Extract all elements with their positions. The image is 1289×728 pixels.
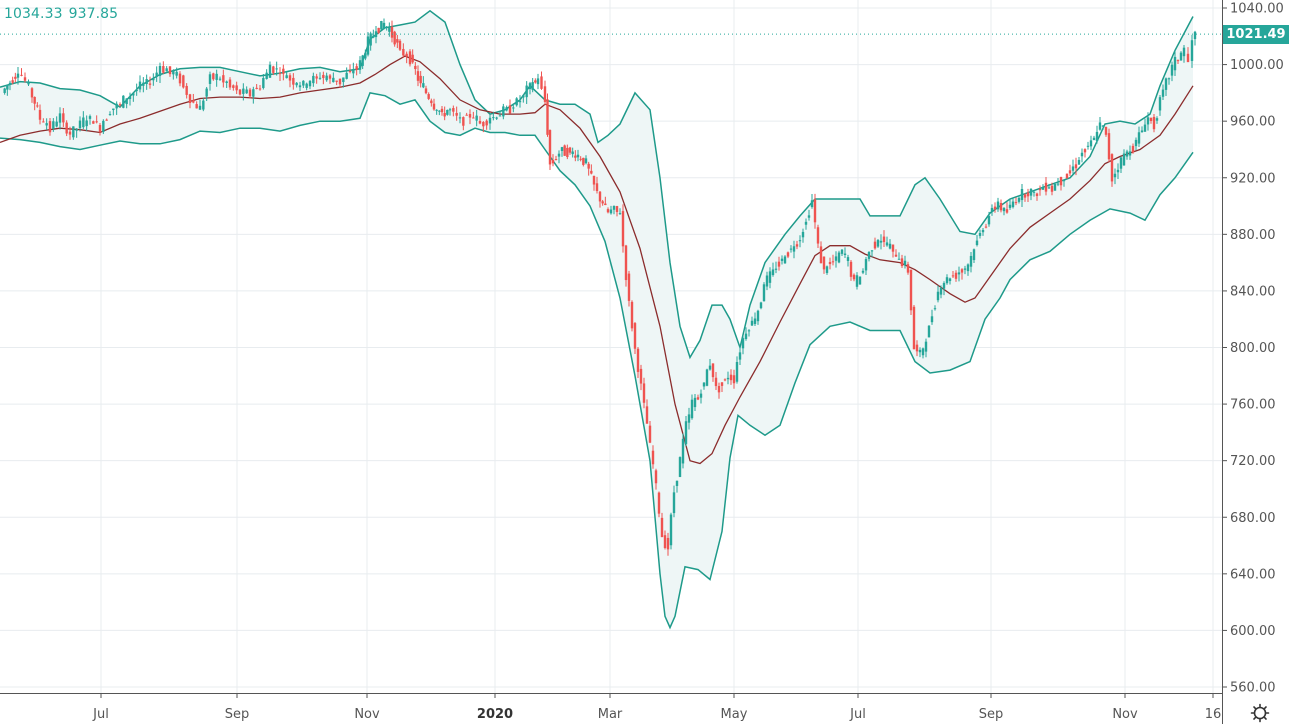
x-tick-label: Mar bbox=[598, 707, 623, 722]
basis-line bbox=[0, 55, 1194, 465]
x-tick-label: 16 bbox=[1205, 707, 1222, 722]
x-tick-label: May bbox=[721, 707, 748, 722]
y-tick-label: 800.00 bbox=[1230, 341, 1276, 356]
y-tick-label: 560.00 bbox=[1230, 681, 1276, 696]
y-tick-label: 840.00 bbox=[1230, 284, 1276, 299]
x-axis[interactable]: Jul Sep Nov 2020 Mar May Jul Sep Nov 16 bbox=[92, 693, 1221, 722]
y-axis[interactable]: 1040.00 1000.00 960.00 920.00 880.00 840.00 80… bbox=[1222, 2, 1284, 696]
y-tick-label: 720.00 bbox=[1230, 454, 1276, 469]
y-tick-label: 680.00 bbox=[1230, 511, 1276, 526]
y-tick-label: 760.00 bbox=[1230, 398, 1276, 413]
x-tick-label: Sep bbox=[979, 707, 1004, 722]
x-tick-label: Nov bbox=[1112, 707, 1138, 722]
x-tick-label: Sep bbox=[225, 707, 250, 722]
y-tick-label: 920.00 bbox=[1230, 171, 1276, 186]
bollinger-fill bbox=[0, 10, 1193, 628]
y-tick-label: 960.00 bbox=[1230, 115, 1276, 130]
chart-settings-button[interactable] bbox=[1250, 703, 1270, 723]
x-tick-label: 2020 bbox=[477, 707, 513, 722]
lower-band-line bbox=[0, 92, 1194, 630]
legend-lower-value: 937.85 bbox=[68, 6, 119, 22]
x-tick-label: Jul bbox=[849, 707, 866, 722]
bollinger-legend: 1034.33 937.85 bbox=[4, 6, 124, 22]
y-tick-label: 600.00 bbox=[1230, 624, 1276, 639]
y-tick-label: 640.00 bbox=[1230, 567, 1276, 582]
y-tick-label: 880.00 bbox=[1230, 228, 1276, 243]
x-tick-label: Jul bbox=[92, 707, 109, 722]
legend-upper-value: 1034.33 bbox=[4, 6, 63, 22]
upper-band-line bbox=[0, 9, 1194, 360]
y-tick-label: 1040.00 bbox=[1230, 2, 1284, 17]
y-tick-label: 1000.00 bbox=[1230, 58, 1284, 73]
grid bbox=[0, 0, 1222, 693]
x-tick-label: Nov bbox=[354, 707, 380, 722]
gear-icon bbox=[1250, 703, 1270, 723]
candles bbox=[3, 18, 1197, 556]
last-price-tag: 1021.49 bbox=[1223, 25, 1289, 44]
